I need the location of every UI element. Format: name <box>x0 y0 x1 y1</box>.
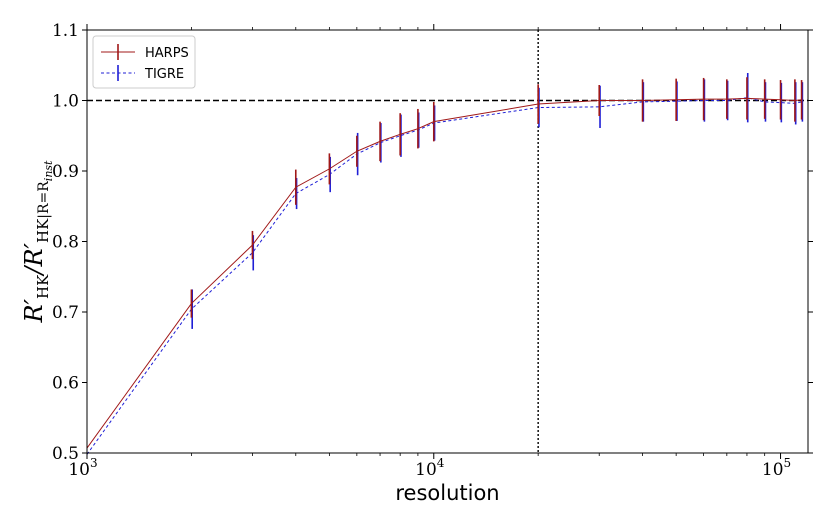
y-tick-label: 0.9 <box>52 162 79 182</box>
series-harps <box>86 77 803 449</box>
y-tick-label: 0.7 <box>52 303 79 323</box>
legend-label-tigre: TIGRE <box>144 67 184 82</box>
y-tick-label: 1.0 <box>52 92 79 112</box>
ylabel-sub-inst: inst <box>42 160 55 181</box>
reference-lines <box>87 30 808 453</box>
axis-ticks: 0.5 0.6 0.7 0.8 0.9 1.0 1.1 103 104 105 <box>52 21 813 480</box>
y-tick-label: 0.8 <box>52 233 79 253</box>
legend-marks <box>101 44 135 81</box>
legend-label-harps: HARPS <box>145 46 189 61</box>
ylabel-sub-tail: |R=R <box>36 181 52 219</box>
series-line <box>86 97 802 455</box>
series-line <box>86 97 802 449</box>
y-tick-label: 0.6 <box>52 374 79 394</box>
x-tick-label: 103 <box>68 456 97 480</box>
plot-frame <box>86 29 809 454</box>
ylabel-main-2: R′ <box>20 242 48 267</box>
ylabel-sub-2: HK <box>34 218 52 243</box>
series-tigre <box>86 73 804 455</box>
x-axis-label: resolution <box>395 481 499 505</box>
x-tick-label: 104 <box>415 456 445 480</box>
ylabel-sub-1: HK <box>34 274 52 299</box>
y-tick-label: 1.1 <box>52 21 79 41</box>
ylabel-main-1: R′ <box>20 298 48 323</box>
series-layer <box>86 73 804 455</box>
legend: HARPS TIGRE <box>92 35 196 89</box>
y-tick-label: 0.5 <box>52 444 79 464</box>
y-axis-label: R′HK/R′HK|R=Rinst <box>20 160 55 324</box>
x-tick-label: 105 <box>762 456 791 480</box>
ylabel-slash: / <box>20 264 48 277</box>
